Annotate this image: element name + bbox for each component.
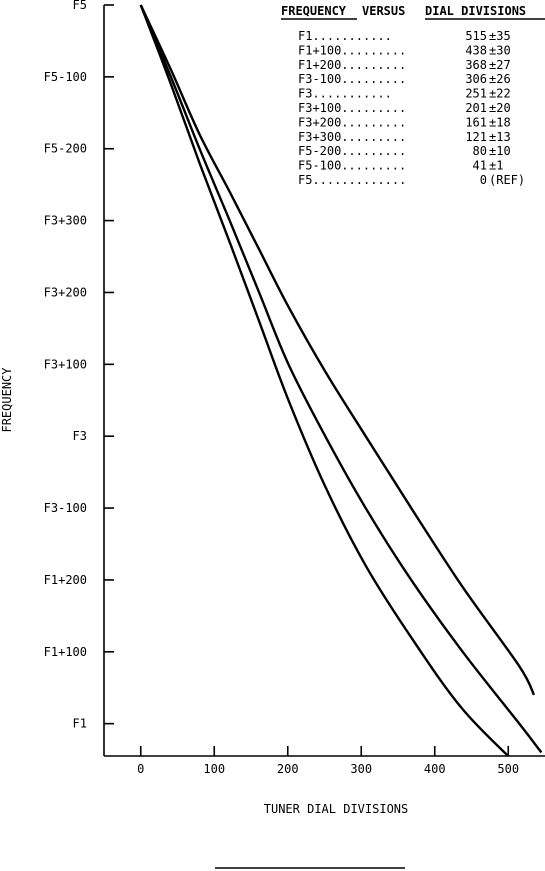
table-row-frequency: F1+200	[298, 58, 341, 72]
table-row-tolerance: ±26	[489, 72, 511, 86]
y-tick-label: F3+100	[44, 357, 87, 371]
axes: F5F5-100F5-200F3+300F3+200F3+100F3F3-100…	[44, 0, 545, 776]
table-row-leader: ...........	[312, 29, 391, 43]
x-tick-label: 300	[350, 762, 372, 776]
y-tick-label: F1+100	[44, 645, 87, 659]
x-tick-label: 200	[277, 762, 299, 776]
table-row-leader: .........	[341, 115, 406, 129]
calibration-table: FREQUENCY VERSUS DIAL DIVISIONS F1.........…	[281, 4, 545, 187]
table-row-frequency: F3+200	[298, 115, 341, 129]
table-row-tolerance: ±1	[489, 159, 503, 173]
table-row-tolerance: ±13	[489, 130, 511, 144]
table-row-leader: .............	[312, 173, 406, 187]
x-tick-label: 100	[203, 762, 225, 776]
table-row-frequency: F3-100	[298, 72, 341, 86]
table-row-leader: .........	[341, 43, 406, 57]
table-row-value: 80	[473, 144, 487, 158]
x-tick-label: 400	[424, 762, 446, 776]
y-tick-label: F3+300	[44, 214, 87, 228]
title-dial-divisions: DIAL DIVISIONS	[425, 4, 526, 18]
table-row-frequency: F5	[298, 173, 312, 187]
y-tick-label: F5-100	[44, 70, 87, 84]
x-tick-label: 0	[137, 762, 144, 776]
table-row-frequency: F3+300	[298, 130, 341, 144]
table-row-tolerance: ±10	[489, 144, 511, 158]
table-row-value: 438	[465, 43, 487, 57]
table-row-leader: .........	[341, 130, 406, 144]
table-row-value: 41	[473, 159, 487, 173]
y-axis-title: FREQUENCY	[0, 367, 14, 433]
title-frequency: FREQUENCY	[281, 4, 347, 18]
table-row-tolerance: ±18	[489, 115, 511, 129]
table-row-value: 306	[465, 72, 487, 86]
table-row-value: 368	[465, 58, 487, 72]
y-tick-label: F3-100	[44, 501, 87, 515]
curve-lower	[139, 4, 536, 696]
table-row-frequency: F3+100	[298, 101, 341, 115]
table-row-value: 0	[480, 173, 487, 187]
table-row-leader: .........	[341, 101, 406, 115]
table-row-tolerance: ±22	[489, 87, 511, 101]
table-row-tolerance: ±20	[489, 101, 511, 115]
table-row-tolerance: ±27	[489, 58, 511, 72]
table-row-value: 515	[465, 29, 487, 43]
table-row-value: 201	[465, 101, 487, 115]
table-row-frequency: F3	[298, 87, 312, 101]
table-row-frequency: F1	[298, 29, 312, 43]
x-axis-title: TUNER DIAL DIVISIONS	[264, 802, 409, 816]
y-tick-label: F3+200	[44, 285, 87, 299]
curve-nominal	[139, 4, 543, 754]
table-row-value: 121	[465, 130, 487, 144]
y-tick-label: F5-200	[44, 142, 87, 156]
table-row-value: 251	[465, 87, 487, 101]
table-row-frequency: F1+100	[298, 43, 341, 57]
table-row-tolerance: (REF)	[489, 173, 525, 187]
table-row-leader: .........	[341, 159, 406, 173]
table-row-leader: .........	[341, 144, 406, 158]
curve-upper	[139, 4, 510, 756]
table-row-tolerance: ±30	[489, 43, 511, 57]
y-tick-label: F1+200	[44, 573, 87, 587]
curves	[139, 4, 543, 756]
table-row-value: 161	[465, 115, 487, 129]
x-tick-label: 500	[497, 762, 519, 776]
table-row-leader: .........	[341, 72, 406, 86]
title-versus: VERSUS	[362, 4, 405, 18]
table-row-tolerance: ±35	[489, 29, 511, 43]
table-row-frequency: F5-200	[298, 144, 341, 158]
y-tick-label: F3	[73, 429, 87, 443]
table-row-leader: ...........	[312, 87, 391, 101]
y-tick-label: F5	[73, 0, 87, 12]
table-row-frequency: F5-100	[298, 159, 341, 173]
table-row-leader: .........	[341, 58, 406, 72]
y-tick-label: F1	[73, 717, 87, 731]
